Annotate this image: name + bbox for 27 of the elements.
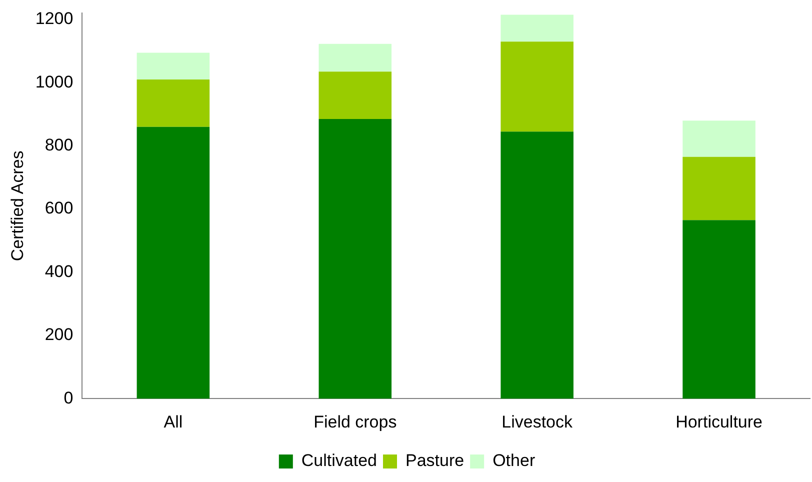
legend-label: Cultivated — [301, 451, 378, 470]
bar — [682, 156, 756, 220]
bar — [682, 220, 756, 399]
y-tick-label: 200 — [44, 325, 74, 344]
x-tick-label: All — [164, 412, 183, 432]
y-tick-label: 600 — [44, 198, 74, 218]
bar — [500, 132, 574, 399]
bar — [136, 126, 210, 399]
bar — [136, 52, 210, 80]
x-tick-label: Field crops — [314, 412, 397, 432]
y-tick-label: 0 — [64, 388, 74, 408]
bar — [318, 72, 392, 120]
y-tick-label: 1200 — [35, 9, 74, 28]
bar — [500, 14, 574, 42]
y-tick-label: 800 — [44, 136, 74, 155]
bar — [318, 119, 392, 399]
y-axis-title: Certified Acres — [8, 150, 27, 262]
y-tick-label: 400 — [44, 262, 74, 281]
x-tick-label: Horticulture — [676, 412, 762, 432]
bar — [682, 120, 756, 157]
x-tick-label: Livestock — [502, 412, 574, 432]
legend-label: Pasture — [405, 451, 464, 470]
legend-label: Other — [492, 451, 536, 470]
y-tick-label: 1000 — [35, 72, 74, 92]
bar — [136, 80, 210, 127]
bar — [500, 42, 574, 132]
bar — [318, 44, 392, 72]
